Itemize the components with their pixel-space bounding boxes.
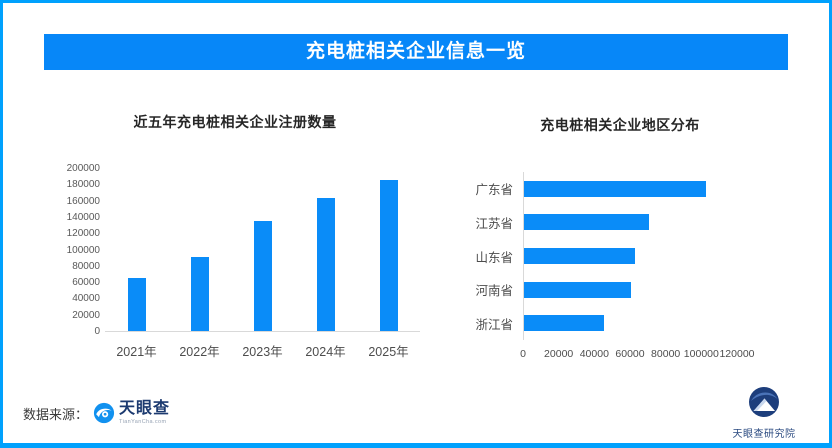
x-axis-tick-label: 100000: [683, 348, 719, 360]
x-axis-category-label: 2024年: [305, 345, 346, 359]
tianyancha-logo-text: 天眼查: [119, 400, 171, 418]
y-axis-tick-label: 60000: [72, 277, 100, 289]
category-label-浙江省: 浙江省: [475, 317, 513, 332]
y-axis-tick-label: 140000: [66, 211, 100, 223]
y-axis-tick-label: 160000: [66, 195, 100, 207]
y-axis-tick-label: 20000: [72, 309, 100, 321]
category-label-山东省: 山东省: [475, 250, 513, 265]
tianyancha-logo: 天眼查 TianYanCha.com: [93, 401, 170, 425]
tianyancha-logo-subtext: TianYanCha.com: [119, 418, 167, 425]
header-banner: 充电桩相关企业信息一览: [44, 34, 788, 70]
bar-2021年: [127, 278, 146, 331]
category-label-江苏省: 江苏省: [475, 216, 513, 231]
registration-chart-x-axis: 2021年 2022年 2023年 2024年 2025年: [105, 341, 420, 359]
x-axis-tick-label: 120000: [719, 348, 755, 360]
region-chart-x-axis: 0 20000 40000 60000 80000 100000 120000: [520, 348, 763, 362]
x-axis-category-label: 2021年: [116, 345, 157, 359]
y-axis-tick-label: 80000: [72, 260, 100, 272]
bar-广东省: [524, 180, 706, 197]
y-axis-tick-label: 0: [94, 326, 100, 337]
category-label-河南省: 河南省: [475, 284, 513, 299]
bar-2024年: [316, 198, 335, 331]
y-axis-tick-label: 180000: [66, 179, 100, 191]
institute-logo-icon: [749, 387, 779, 417]
registration-chart-title: 近五年充电桩相关企业注册数量: [133, 114, 337, 130]
x-axis-category-label: 2022年: [179, 345, 220, 359]
bar-2023年: [253, 221, 272, 331]
x-axis-tick-label: 40000: [579, 348, 609, 360]
x-axis-category-label: 2025年: [368, 345, 409, 359]
y-axis-tick-label: 40000: [72, 293, 100, 305]
category-label-广东省: 广东省: [475, 183, 513, 198]
x-axis-tick-label: 60000: [615, 348, 645, 360]
page-title: 充电桩相关企业信息一览: [305, 41, 526, 62]
institute-branding: 天眼查研究院: [725, 386, 803, 440]
registration-chart-plot: [105, 169, 420, 332]
bar-2025年: [379, 180, 398, 331]
bar-河南省: [524, 281, 631, 298]
x-axis-tick-label: 20000: [544, 348, 574, 360]
region-chart-category-axis: 广东省江苏省山东省河南省浙江省: [449, 172, 513, 340]
x-axis-category-label: 2023年: [242, 345, 283, 359]
x-axis-tick-label: 0: [520, 348, 526, 360]
registration-chart-y-axis: 0 20000 40000 60000 80000 100000 120000 140000 1…: [52, 163, 100, 337]
bar-浙江省: [524, 315, 604, 332]
x-axis-tick-label: 80000: [651, 348, 681, 360]
data-source: 数据来源： 天眼查 TianYanCha.com: [23, 398, 170, 428]
region-chart-plot: [523, 172, 737, 340]
bar-江苏省: [524, 214, 649, 231]
tianyancha-eye-icon: [93, 402, 115, 424]
y-axis-tick-label: 120000: [66, 228, 100, 240]
institute-label: 天眼查研究院: [732, 429, 796, 440]
region-chart-title: 充电桩相关企业地区分布: [540, 117, 700, 133]
bar-山东省: [524, 248, 635, 264]
data-source-label: 数据来源：: [23, 406, 89, 422]
y-axis-tick-label: 100000: [66, 244, 100, 256]
bar-2022年: [190, 257, 209, 331]
y-axis-tick-label: 200000: [66, 163, 100, 174]
